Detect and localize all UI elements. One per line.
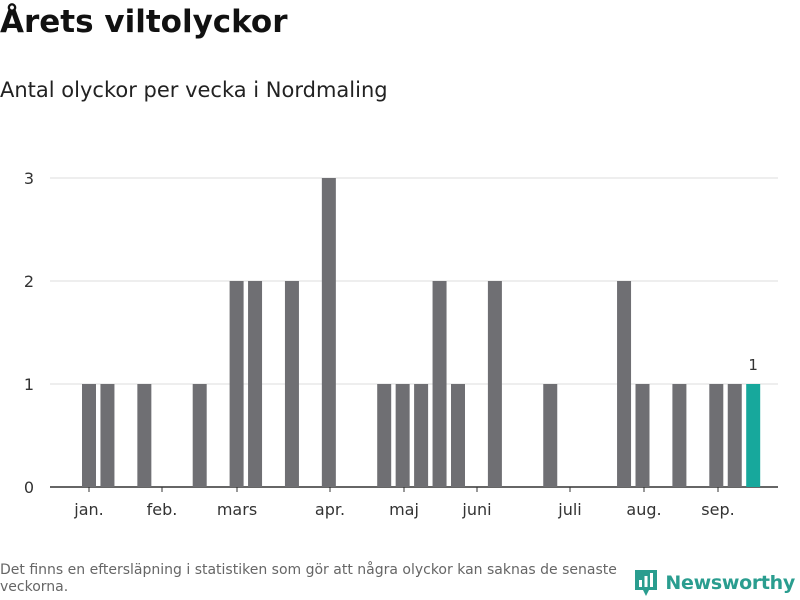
bar xyxy=(377,384,392,487)
bar-current-week xyxy=(746,384,761,487)
bar xyxy=(248,281,263,487)
bar xyxy=(432,281,447,487)
footnote: Det finns en eftersläpning i statistiken… xyxy=(0,562,617,595)
x-tick-label: maj xyxy=(389,500,419,519)
brand-logo: Newsworthy xyxy=(633,568,795,598)
bar xyxy=(192,384,207,487)
y-tick-label: 1 xyxy=(24,375,34,394)
bar xyxy=(100,384,115,487)
bars xyxy=(82,178,761,487)
x-tick-label: jan. xyxy=(73,500,103,519)
bar xyxy=(617,281,632,487)
bar xyxy=(284,281,299,487)
bar xyxy=(451,384,465,487)
bar xyxy=(395,384,410,487)
x-tick-label: feb. xyxy=(147,500,178,519)
chart-title: Årets viltolyckor xyxy=(0,4,288,40)
newsworthy-logo-icon xyxy=(635,570,658,596)
x-tick-label: juni xyxy=(461,500,491,519)
y-tick-label: 0 xyxy=(24,478,34,497)
x-tick-label: sep. xyxy=(701,500,734,519)
y-tick-label: 3 xyxy=(24,169,34,188)
bar xyxy=(321,178,336,487)
chart-subtitle: Antal olyckor per vecka i Nordmaling xyxy=(0,78,388,102)
axis-labels: 0 1 2 3 jan. feb. mars apr. maj juni juli aug. sep. 1 xyxy=(24,169,758,519)
bar xyxy=(543,384,558,487)
bar xyxy=(137,384,152,487)
bar xyxy=(635,384,650,487)
bar xyxy=(709,384,724,487)
bar xyxy=(414,384,429,487)
x-tick-label: juli xyxy=(557,500,581,519)
bar-chart: 0 1 2 3 jan. feb. mars apr. maj juni juli aug. sep. 1 xyxy=(24,169,778,519)
bar xyxy=(82,384,96,487)
bar xyxy=(672,384,687,487)
y-tick-label: 2 xyxy=(24,272,34,291)
gridlines xyxy=(50,177,778,492)
bar xyxy=(727,384,742,487)
data-label-last-week: 1 xyxy=(748,356,758,374)
bar xyxy=(487,281,502,487)
x-tick-label: apr. xyxy=(315,500,345,519)
x-tick-label: aug. xyxy=(626,500,661,519)
x-tick-label: mars xyxy=(217,500,257,519)
brand-name: Newsworthy xyxy=(665,572,795,594)
bar xyxy=(229,281,244,487)
